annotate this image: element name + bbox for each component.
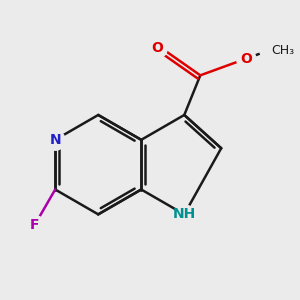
- Text: F: F: [30, 218, 40, 232]
- Text: O: O: [240, 52, 252, 66]
- Text: CH₃: CH₃: [271, 44, 294, 57]
- Text: O: O: [151, 41, 163, 55]
- Text: N: N: [50, 133, 61, 147]
- Text: NH: NH: [173, 207, 196, 221]
